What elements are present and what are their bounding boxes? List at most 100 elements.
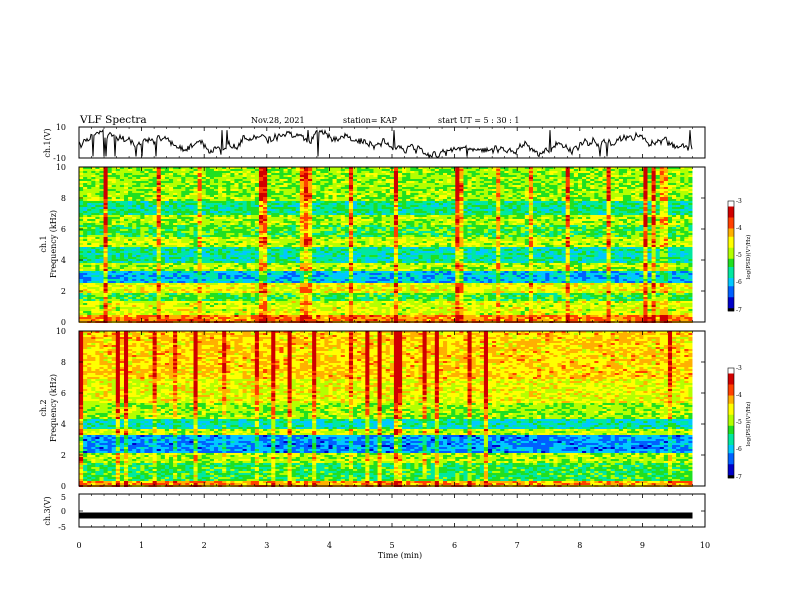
spectrogram-cell <box>279 177 283 179</box>
spectrogram-cell <box>275 177 279 179</box>
spectrogram-cell <box>537 179 541 181</box>
spectrogram-cell <box>631 173 635 175</box>
spectrogram-cell <box>328 171 332 173</box>
spectrogram-cell <box>132 181 136 183</box>
spectrogram-cell <box>144 177 148 179</box>
spectrogram-cell <box>378 173 382 175</box>
spectrogram-cell <box>312 185 316 187</box>
spectrogram-cell <box>680 179 684 181</box>
spectrogram-cell <box>185 179 189 181</box>
spectrogram-cell <box>463 179 467 181</box>
spectrogram-cell <box>95 183 99 185</box>
spectrogram-cell <box>382 171 386 173</box>
spectrogram-cell <box>275 185 279 187</box>
spectrogram-cell <box>459 183 463 185</box>
spectrogram-cell <box>296 177 300 179</box>
spectrogram-cell <box>140 171 144 173</box>
ch1-spectrogram-image <box>79 167 705 323</box>
spectrogram-cell <box>513 183 517 185</box>
spectrogram-cell <box>226 183 230 185</box>
spectrogram-cell <box>91 185 95 187</box>
spectrogram-cell <box>345 175 349 177</box>
spectrogram-cell <box>382 177 386 179</box>
spectrogram-cell <box>635 171 639 173</box>
spectrogram-cell <box>120 173 124 175</box>
spectrogram-cell <box>161 185 165 187</box>
spectrogram-cell <box>574 179 578 181</box>
spectrogram-cell <box>529 185 533 187</box>
spectrogram-cell <box>214 169 218 171</box>
spectrogram-cell <box>357 171 361 173</box>
spectrogram-cell <box>635 177 639 179</box>
spectrogram-cell <box>463 183 467 185</box>
spectrogram-cell <box>476 185 480 187</box>
spectrogram-cell <box>508 181 512 183</box>
spectrogram-cell <box>218 171 222 173</box>
spectrogram-cell <box>255 177 259 179</box>
spectrogram-cell <box>590 181 594 183</box>
spectrogram-cell <box>684 185 688 187</box>
spectrogram-cell <box>320 173 324 175</box>
spectrogram-cell <box>337 171 341 173</box>
spectrogram-cell <box>259 173 263 175</box>
spectrogram-cell <box>688 181 692 183</box>
spectrogram-cell <box>525 169 529 171</box>
spectrogram-cell <box>337 183 341 185</box>
spectrogram-cell <box>116 185 120 187</box>
spectrogram-cell <box>517 173 521 175</box>
spectrogram-cell <box>664 173 668 175</box>
spectrogram-cell <box>611 175 615 177</box>
spectrogram-cell <box>488 177 492 179</box>
spectrogram-cell <box>349 171 353 173</box>
spectrogram-cell <box>639 175 643 177</box>
spectrogram-cell <box>607 173 611 175</box>
spectrogram-cell <box>349 185 353 187</box>
spectrogram-cell <box>423 179 427 181</box>
spectrogram-cell <box>271 183 275 185</box>
spectrogram-cell <box>165 175 169 177</box>
spectrogram-cell <box>300 171 304 173</box>
spectrogram-cell <box>116 171 120 173</box>
spectrogram-cell <box>643 173 647 175</box>
spectrogram-cell <box>603 173 607 175</box>
spectrogram-cell <box>345 177 349 179</box>
spectrogram-cell <box>283 177 287 179</box>
spectrogram-cell <box>206 183 210 185</box>
spectrogram-cell <box>635 179 639 181</box>
spectrogram-cell <box>202 183 206 185</box>
spectrogram-cell <box>688 183 692 185</box>
spectrogram-cell <box>676 175 680 177</box>
spectrogram-cell <box>99 175 103 177</box>
spectrogram-cell <box>598 169 602 171</box>
spectrogram-cell <box>504 181 508 183</box>
spectrogram-cell <box>468 175 472 177</box>
spectrogram-cell <box>153 183 157 185</box>
spectrogram-cell <box>525 171 529 173</box>
spectrogram-cell <box>169 173 173 175</box>
spectrogram-cell <box>91 169 95 171</box>
spectrogram-cell <box>369 185 373 187</box>
date-label: Nov.28, 2021 <box>251 116 305 125</box>
spectrogram-cell <box>169 171 173 173</box>
spectrogram-cell <box>210 169 214 171</box>
spectrogram-cell <box>451 175 455 177</box>
spectrogram-cell <box>431 177 435 179</box>
spectrogram-cell <box>545 175 549 177</box>
spectrogram-cell <box>173 175 177 177</box>
spectrogram-cell <box>660 181 664 183</box>
spectrogram-cell <box>108 185 112 187</box>
spectrogram-cell <box>431 173 435 175</box>
spectrogram-cell <box>316 171 320 173</box>
spectrogram-cell <box>521 175 525 177</box>
spectrogram-cell <box>292 173 296 175</box>
spectrogram-cell <box>173 177 177 179</box>
spectrogram-cell <box>173 173 177 175</box>
spectrogram-cell <box>226 185 230 187</box>
spectrogram-cell <box>153 171 157 173</box>
spectrogram-cell <box>91 187 95 189</box>
spectrogram-cell <box>582 183 586 185</box>
spectrogram-cell <box>165 171 169 173</box>
spectrogram-cell <box>386 183 390 185</box>
spectrogram-cell <box>120 169 124 171</box>
spectrogram-cell <box>570 173 574 175</box>
